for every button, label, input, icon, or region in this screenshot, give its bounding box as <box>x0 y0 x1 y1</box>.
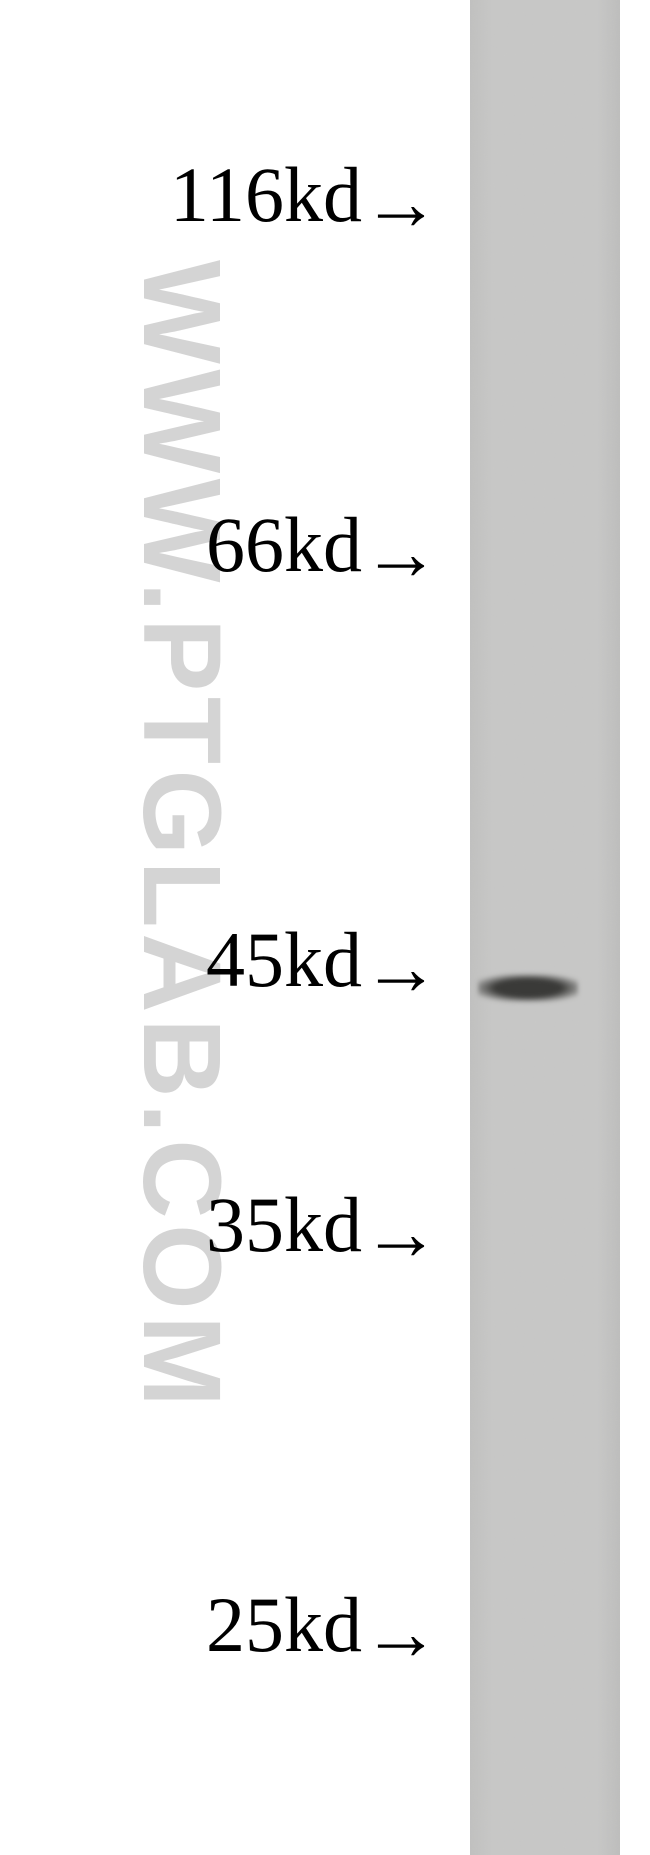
arrow-right-icon: → <box>362 929 440 1007</box>
protein-band <box>478 974 578 1002</box>
arrow-right-icon: → <box>362 514 440 592</box>
western-blot-figure: WWW.PTGLAB.COM 116kd→66kd→45kd→35kd→25kd… <box>0 0 650 1855</box>
marker-label: 45kd→ <box>206 921 440 1007</box>
marker-weight-text: 25kd <box>206 1581 362 1668</box>
marker-weight-text: 66kd <box>206 501 362 588</box>
marker-weight-text: 45kd <box>206 916 362 1003</box>
arrow-right-icon: → <box>362 1594 440 1672</box>
marker-label: 25kd→ <box>206 1586 440 1672</box>
marker-label: 35kd→ <box>206 1186 440 1272</box>
marker-weight-text: 35kd <box>206 1181 362 1268</box>
blot-lane <box>470 0 620 1855</box>
marker-label: 66kd→ <box>206 506 440 592</box>
arrow-right-icon: → <box>362 1194 440 1272</box>
marker-weight-text: 116kd <box>170 151 362 238</box>
arrow-right-icon: → <box>362 164 440 242</box>
marker-label: 116kd→ <box>170 156 440 242</box>
